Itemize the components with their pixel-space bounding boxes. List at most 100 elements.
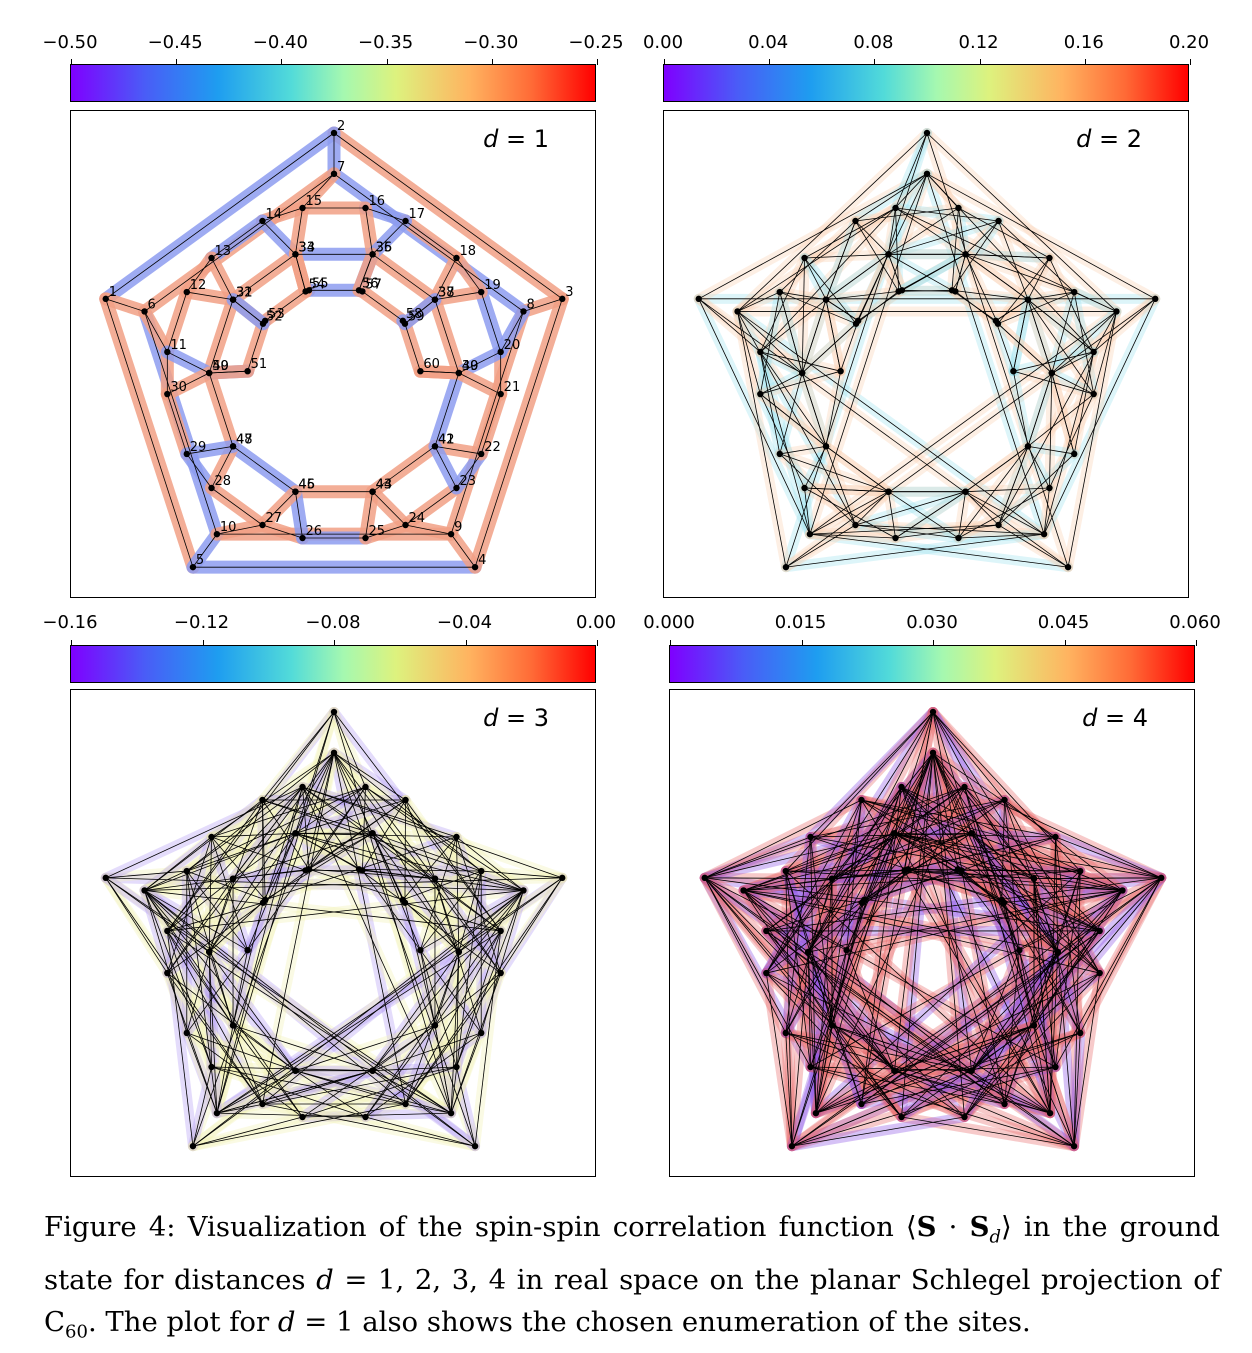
bond-line xyxy=(831,832,972,880)
bond-line xyxy=(1012,299,1029,372)
bond-line xyxy=(247,870,306,951)
bond-line xyxy=(957,869,1020,951)
bond-line xyxy=(998,453,1075,526)
colorbar-tick-label: −0.35 xyxy=(358,32,414,53)
site-node xyxy=(305,866,313,873)
bond-line xyxy=(894,832,1081,872)
bond-line xyxy=(964,972,1100,1118)
bond-line xyxy=(825,299,842,372)
colorbar-tick-label: −0.04 xyxy=(436,612,493,633)
bond-line xyxy=(888,253,953,291)
caption-c60-sub: 60 xyxy=(65,1321,88,1342)
bond-line xyxy=(208,951,218,1114)
bond-line xyxy=(785,786,965,872)
bond-line xyxy=(831,786,965,879)
site-node xyxy=(183,867,190,875)
bond-line xyxy=(997,323,1053,374)
bond-line xyxy=(807,951,811,1068)
bond-line xyxy=(295,832,363,871)
site-node xyxy=(141,308,148,315)
bond-line xyxy=(405,220,457,259)
site-node xyxy=(362,534,369,542)
bond-line xyxy=(861,786,902,903)
bond-line xyxy=(420,370,459,374)
bond-line xyxy=(846,752,934,951)
site-node xyxy=(1001,1100,1008,1108)
bond-line xyxy=(704,877,833,880)
bond-line xyxy=(405,930,502,1105)
bond-line xyxy=(743,870,1081,891)
bond-line xyxy=(262,1070,373,1105)
site-number-label: 36 xyxy=(376,240,393,255)
site-node xyxy=(453,833,460,841)
bond-line xyxy=(186,870,266,901)
site-number-label: 13 xyxy=(215,244,232,259)
site-node xyxy=(520,308,527,315)
bond-line xyxy=(901,1116,1075,1147)
colorbar-ticks-d2: 0.00 0.04 0.08 0.12 0.16 0.20 xyxy=(643,32,1209,56)
bond-line xyxy=(458,870,482,953)
bond-line xyxy=(105,877,524,891)
site-node xyxy=(1158,874,1165,882)
bond-line xyxy=(961,870,1059,953)
site-number-label: 14 xyxy=(265,207,282,222)
site-number-label: 17 xyxy=(409,207,426,222)
bond-line xyxy=(420,949,482,1034)
bond-line xyxy=(450,1032,482,1114)
site-node xyxy=(1070,1142,1078,1150)
colorbar-tick-label: 0.00 xyxy=(642,32,684,53)
bond-line xyxy=(302,786,452,1114)
site-node xyxy=(559,874,566,882)
bond-line xyxy=(766,786,965,932)
bond-line xyxy=(262,207,303,222)
bond-line xyxy=(809,173,928,535)
bond-line xyxy=(372,833,421,951)
bond-line xyxy=(186,291,234,301)
bond-line xyxy=(1013,370,1094,395)
bond-line xyxy=(807,711,934,953)
bond-line xyxy=(295,1024,436,1072)
bond-line xyxy=(779,372,803,455)
bond-line xyxy=(295,1070,366,1118)
bond-line xyxy=(434,257,457,300)
colorbar-tick-label: −0.16 xyxy=(42,612,98,633)
bond-line xyxy=(958,207,1050,259)
site-node xyxy=(806,530,814,538)
site-node xyxy=(1040,530,1048,538)
site-number-label: 51 xyxy=(251,357,268,372)
colorbar-tick-label: 0.045 xyxy=(1037,612,1090,633)
bond-line xyxy=(804,207,896,259)
bond-line xyxy=(810,836,1123,891)
site-node xyxy=(1152,295,1159,303)
site-node xyxy=(183,450,190,458)
bond-line xyxy=(372,1066,457,1072)
bond-line xyxy=(372,951,460,1071)
correlation-bands xyxy=(693,128,1161,573)
bond-line xyxy=(815,951,1059,1114)
site-number-label: 16 xyxy=(368,194,385,209)
bond-line xyxy=(809,533,1069,568)
bond-line xyxy=(186,453,212,489)
bond-line xyxy=(1004,950,1020,1105)
bond-line xyxy=(192,752,335,1147)
bond-line xyxy=(372,253,436,300)
bond-line xyxy=(894,1070,1005,1105)
bond-line xyxy=(760,370,841,395)
bond-line xyxy=(825,446,889,493)
bond-line xyxy=(372,833,404,900)
bond-line xyxy=(861,786,902,1105)
caption-text-5: also shows the chosen enumeration of the… xyxy=(353,1305,1031,1338)
bond-line xyxy=(295,752,335,834)
bond-line xyxy=(402,899,460,953)
bond-line xyxy=(1027,299,1095,395)
bond-line xyxy=(365,1116,476,1147)
caption-dot: · xyxy=(936,1211,970,1243)
bond-line xyxy=(704,799,862,879)
bond-line xyxy=(1043,298,1156,535)
site-node xyxy=(478,450,485,458)
bond-line xyxy=(167,711,335,932)
colorbar-tick-label: −0.45 xyxy=(147,32,203,53)
bond-line xyxy=(456,951,460,1068)
bond-line xyxy=(458,351,501,374)
bond-line xyxy=(965,253,1075,293)
